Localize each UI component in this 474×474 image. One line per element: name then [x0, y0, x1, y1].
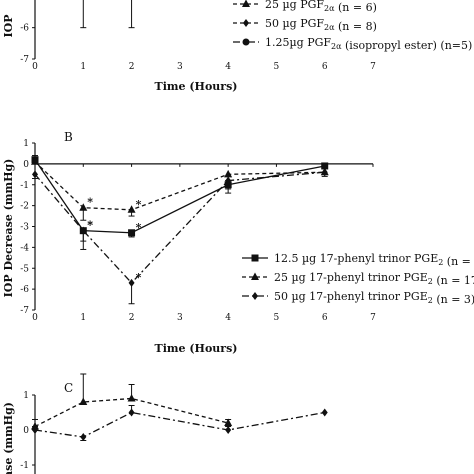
y-tick-label: -4: [20, 243, 29, 253]
y-tick-label: -5: [20, 264, 29, 274]
legend-swatch-marker: [252, 292, 258, 300]
significance-marker: *: [87, 196, 93, 209]
y-tick-label: -1: [20, 461, 29, 471]
data-point: [321, 162, 329, 170]
series-line: [34, 397, 229, 428]
data-point: [127, 394, 136, 402]
x-tick-label: 4: [225, 313, 231, 323]
legend-label: 25 µg PGF2α (n = 6): [265, 0, 377, 14]
x-tick-label: 7: [370, 62, 376, 72]
series-2: [32, 405, 328, 441]
significance-marker: *: [136, 271, 142, 284]
y-axis-title: ase (mmHg): [2, 402, 15, 474]
legend-swatch-marker: [251, 254, 259, 262]
data-point: [128, 229, 136, 237]
panel-b-chart: 0 1 2 3 4 5 6 7 -7 -6 -5 -4 -3 -2 -1 0 1 Time (Hours) IOP …: [2, 130, 474, 355]
legend-entry-1: 12.5 µg 17-phenyl trinor PGE2 (n = 6): [242, 252, 474, 268]
x-tick-label: 5: [274, 313, 280, 323]
data-point: [32, 426, 38, 434]
significance-marker: *: [87, 219, 93, 232]
y-tick-label: 1: [23, 139, 29, 149]
panel-c-chart: -1 0 1 ase (mmHg) C: [2, 373, 328, 474]
data-point: [80, 433, 87, 441]
series-line: [34, 161, 325, 211]
data-point: [79, 397, 88, 405]
x-tick-label: 0: [32, 62, 38, 72]
x-tick-label: 6: [322, 62, 328, 72]
significance-marker: *: [136, 221, 142, 234]
data-point: [31, 422, 39, 430]
data-point: [31, 157, 39, 165]
x-tick-label: 2: [129, 62, 135, 72]
x-axis-title: Time (Hours): [155, 342, 238, 355]
x-axis-title: Time (Hours): [155, 80, 238, 93]
x-tick-label: 7: [370, 313, 376, 323]
series-line: [34, 171, 325, 284]
data-point: [224, 418, 233, 426]
y-tick-label: 1: [23, 391, 29, 401]
legend-entry-2: 25 µg 17-phenyl trinor PGE2 (n = 17): [242, 271, 474, 287]
legend-label: 25 µg 17-phenyl trinor PGE2 (n = 17): [274, 271, 474, 287]
data-point: [80, 226, 87, 235]
y-tick-label: -1: [20, 181, 29, 191]
data-point: [225, 176, 232, 185]
y-tick-label: -6: [20, 24, 29, 34]
x-tick-label: 2: [129, 313, 135, 323]
x-tick-label: 5: [274, 62, 280, 72]
data-point: [128, 408, 135, 417]
significance-marker: *: [87, 219, 93, 232]
legend-swatch-marker: [251, 272, 259, 280]
series-line: [34, 159, 325, 234]
legend-label: 1.25µg PGF2α (isopropyl ester) (n=5): [265, 36, 472, 52]
x-tick-label: 6: [322, 313, 328, 323]
series-2: **: [80, 0, 135, 29]
y-axis-title: IOP: [2, 15, 15, 38]
panel-letter: C: [64, 381, 73, 395]
y-tick-label: -7: [20, 55, 29, 65]
x-tick-label: 3: [177, 313, 183, 323]
y-axis-title: IOP Decrease (mmHg): [2, 159, 15, 298]
data-point: [127, 205, 136, 213]
x-tick-label: 3: [177, 62, 183, 72]
legend-swatch-marker: [242, 38, 250, 46]
y-tick-label: -6: [20, 285, 29, 295]
data-point: [225, 426, 232, 434]
x-tick-label: 1: [80, 313, 86, 323]
legend-entry-3: 1.25µg PGF2α (isopropyl ester) (n=5): [233, 36, 472, 52]
panel-letter: B: [64, 130, 73, 144]
legend-entry-2: 50 µg PGF2α (n = 8): [233, 17, 377, 33]
data-point: [321, 408, 328, 417]
y-tick-label: 0: [23, 160, 29, 170]
y-tick-label: -2: [20, 202, 29, 212]
data-point: [224, 169, 233, 178]
x-tick-label: 0: [32, 313, 38, 323]
series-1: * *: [31, 155, 329, 250]
legend-label: 50 µg 17-phenyl trinor PGE2 (n = 3): [274, 290, 474, 306]
legend-entry-1: 25 µg PGF2α (n = 6): [233, 0, 377, 14]
legend-label: 12.5 µg 17-phenyl trinor PGE2 (n = 6): [274, 252, 474, 268]
data-point: [128, 278, 135, 287]
series-3: **: [32, 168, 328, 305]
x-tick-label: 1: [80, 62, 86, 72]
significance-marker: *: [136, 198, 142, 211]
series-1: [31, 373, 233, 430]
x-tick-label: 4: [225, 62, 231, 72]
legend-entry-3: 50 µg 17-phenyl trinor PGE2 (n = 3): [242, 290, 474, 306]
y-tick-label: 0: [23, 426, 29, 436]
y-tick-label: -3: [20, 223, 29, 233]
legend-swatch-marker: [243, 19, 249, 27]
legend-label: 50 µg PGF2α (n = 8): [265, 17, 377, 33]
legend-swatch-marker: [242, 0, 250, 7]
y-tick-label: -7: [20, 306, 29, 316]
series-line: [34, 411, 325, 438]
data-point: [79, 203, 88, 211]
data-point: [32, 170, 38, 179]
data-point: [321, 168, 328, 177]
